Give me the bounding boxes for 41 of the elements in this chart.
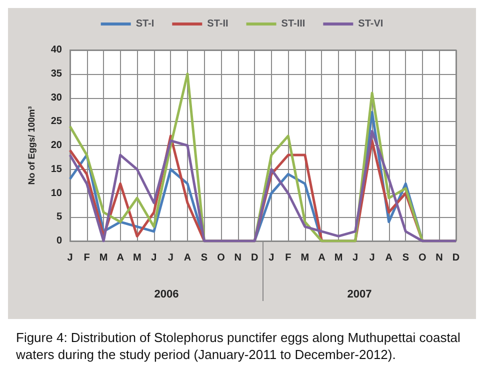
x-tick-label: A bbox=[184, 252, 192, 264]
x-tick-label: O bbox=[418, 252, 427, 264]
legend-label: ST-II bbox=[207, 18, 228, 30]
y-tick-label: 35 bbox=[50, 68, 62, 80]
y-tick-label: 20 bbox=[50, 140, 62, 151]
x-tick-label: J bbox=[67, 252, 73, 264]
x-tick-label: J bbox=[168, 252, 174, 264]
y-tick-label: 5 bbox=[56, 212, 62, 223]
x-tick-label: O bbox=[217, 252, 226, 264]
x-tick-label: J bbox=[151, 252, 157, 264]
x-tick-label: M bbox=[132, 252, 142, 264]
x-tick-label: N bbox=[234, 252, 242, 264]
x-tick-label: A bbox=[385, 252, 392, 264]
x-tick-label: M bbox=[300, 252, 310, 264]
y-tick-label: 40 bbox=[50, 44, 62, 56]
legend-label: ST-III bbox=[281, 18, 306, 30]
y-tick-label: 25 bbox=[50, 116, 62, 128]
x-tick-label: N bbox=[436, 252, 443, 264]
x-tick-label: D bbox=[250, 252, 258, 264]
y-tick-label: 10 bbox=[50, 188, 62, 199]
y-axis-title: No of Eggs/ 100m³ bbox=[26, 106, 36, 185]
legend-label: ST-VI bbox=[358, 18, 384, 30]
x-tick-label: D bbox=[452, 252, 460, 264]
text: 2007 bbox=[347, 288, 372, 300]
x-tick-label: F bbox=[285, 252, 292, 264]
y-tick-label: 15 bbox=[50, 164, 62, 175]
y-tick-label: 0 bbox=[56, 236, 62, 246]
x-tick-label: M bbox=[99, 252, 108, 264]
x-tick-label: A bbox=[318, 252, 326, 264]
x-tick-label: J bbox=[352, 252, 358, 264]
legend-label: ST-I bbox=[136, 18, 154, 30]
x-tick-label: M bbox=[334, 252, 343, 264]
x-tick-label: S bbox=[200, 252, 208, 264]
x-tick-label: J bbox=[369, 252, 375, 264]
x-tick-label: F bbox=[84, 252, 90, 264]
caption: Figure 4: Distribution of Stolephorus punctifer eggs along Muthupettai coastal waters during the study period (January-2011 to December-2012). bbox=[15, 330, 464, 362]
x-tick-label: J bbox=[268, 252, 274, 264]
x-tick-label: A bbox=[116, 252, 124, 264]
y-tick-label: 30 bbox=[50, 92, 62, 104]
text: 2006 bbox=[154, 288, 179, 300]
x-tick-label: S bbox=[402, 252, 410, 264]
